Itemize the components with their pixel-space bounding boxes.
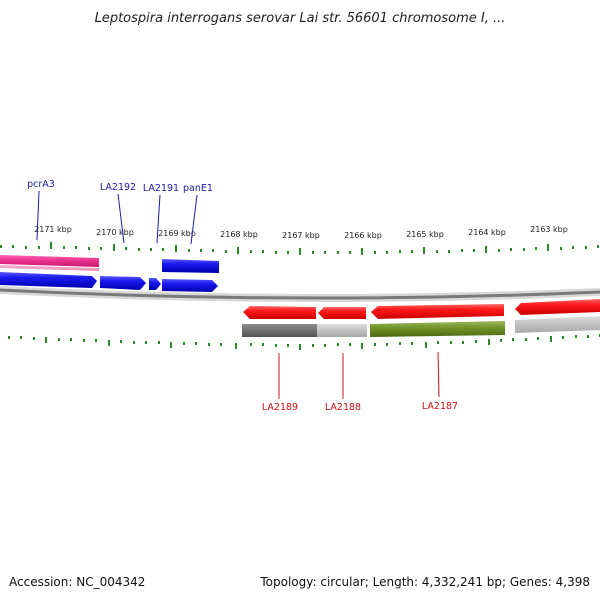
tick-label: 2164 kbp xyxy=(468,228,506,237)
gene-label-LA2192[interactable]: LA2192 xyxy=(100,182,136,193)
gene-label-LA2188[interactable]: LA2188 xyxy=(325,402,361,413)
pink-feature-shadow xyxy=(0,265,99,271)
LA2192-gene[interactable] xyxy=(100,276,146,290)
gene-label-pcrA3[interactable]: pcrA3 xyxy=(27,179,55,190)
gene-label-panE1[interactable]: panE1 xyxy=(183,183,213,194)
topology-summary: Topology: circular; Length: 4,332,241 bp… xyxy=(259,575,590,589)
leader-lines-top xyxy=(36,190,198,245)
LA2191-gene[interactable] xyxy=(149,278,161,290)
LA2187-secondary-feature xyxy=(370,321,505,337)
tick-label: 2166 kbp xyxy=(344,231,382,240)
right-red-gene[interactable] xyxy=(515,299,600,315)
tick-label: 2165 kbp xyxy=(406,230,444,239)
tick-labels: 2171 kbp 2170 kbp 2169 kbp 2168 kbp 2167… xyxy=(34,225,568,240)
pcrA3-pink-feature[interactable] xyxy=(0,255,99,267)
panE1-gene[interactable] xyxy=(162,279,218,292)
LA2188-secondary-feature xyxy=(317,324,367,337)
LA2189-gene[interactable] xyxy=(243,306,316,319)
gene-label-LA2189[interactable]: LA2189 xyxy=(262,402,298,413)
LA2187-gene[interactable] xyxy=(371,304,504,319)
leader-lines-bottom xyxy=(278,351,440,399)
gene-label-LA2187[interactable]: LA2187 xyxy=(422,401,458,412)
tick-label: 2169 kbp xyxy=(158,229,196,238)
inner-tick-track xyxy=(8,334,600,350)
right-secondary-feature xyxy=(515,316,600,333)
outer-tick-track xyxy=(0,242,599,255)
backbone-arc xyxy=(0,286,600,303)
pcrA3-gene[interactable] xyxy=(0,272,97,288)
tick-label: 2170 kbp xyxy=(96,228,134,237)
LA2188-gene[interactable] xyxy=(318,307,366,319)
map-title: Leptospira interrogans serovar Lai str. … xyxy=(95,11,506,26)
lower-features xyxy=(242,299,600,337)
tick-label: 2163 kbp xyxy=(530,225,568,234)
tick-label: 2167 kbp xyxy=(282,231,320,240)
gene-label-LA2191[interactable]: LA2191 xyxy=(143,183,179,194)
accession-label: Accession: NC_004342 xyxy=(9,575,145,589)
tick-label: 2168 kbp xyxy=(220,230,258,239)
tick-label: 2171 kbp xyxy=(34,225,72,234)
upper-features xyxy=(0,255,219,292)
panE1-upper-feature[interactable] xyxy=(162,259,219,273)
LA2189-secondary-feature xyxy=(242,324,317,337)
